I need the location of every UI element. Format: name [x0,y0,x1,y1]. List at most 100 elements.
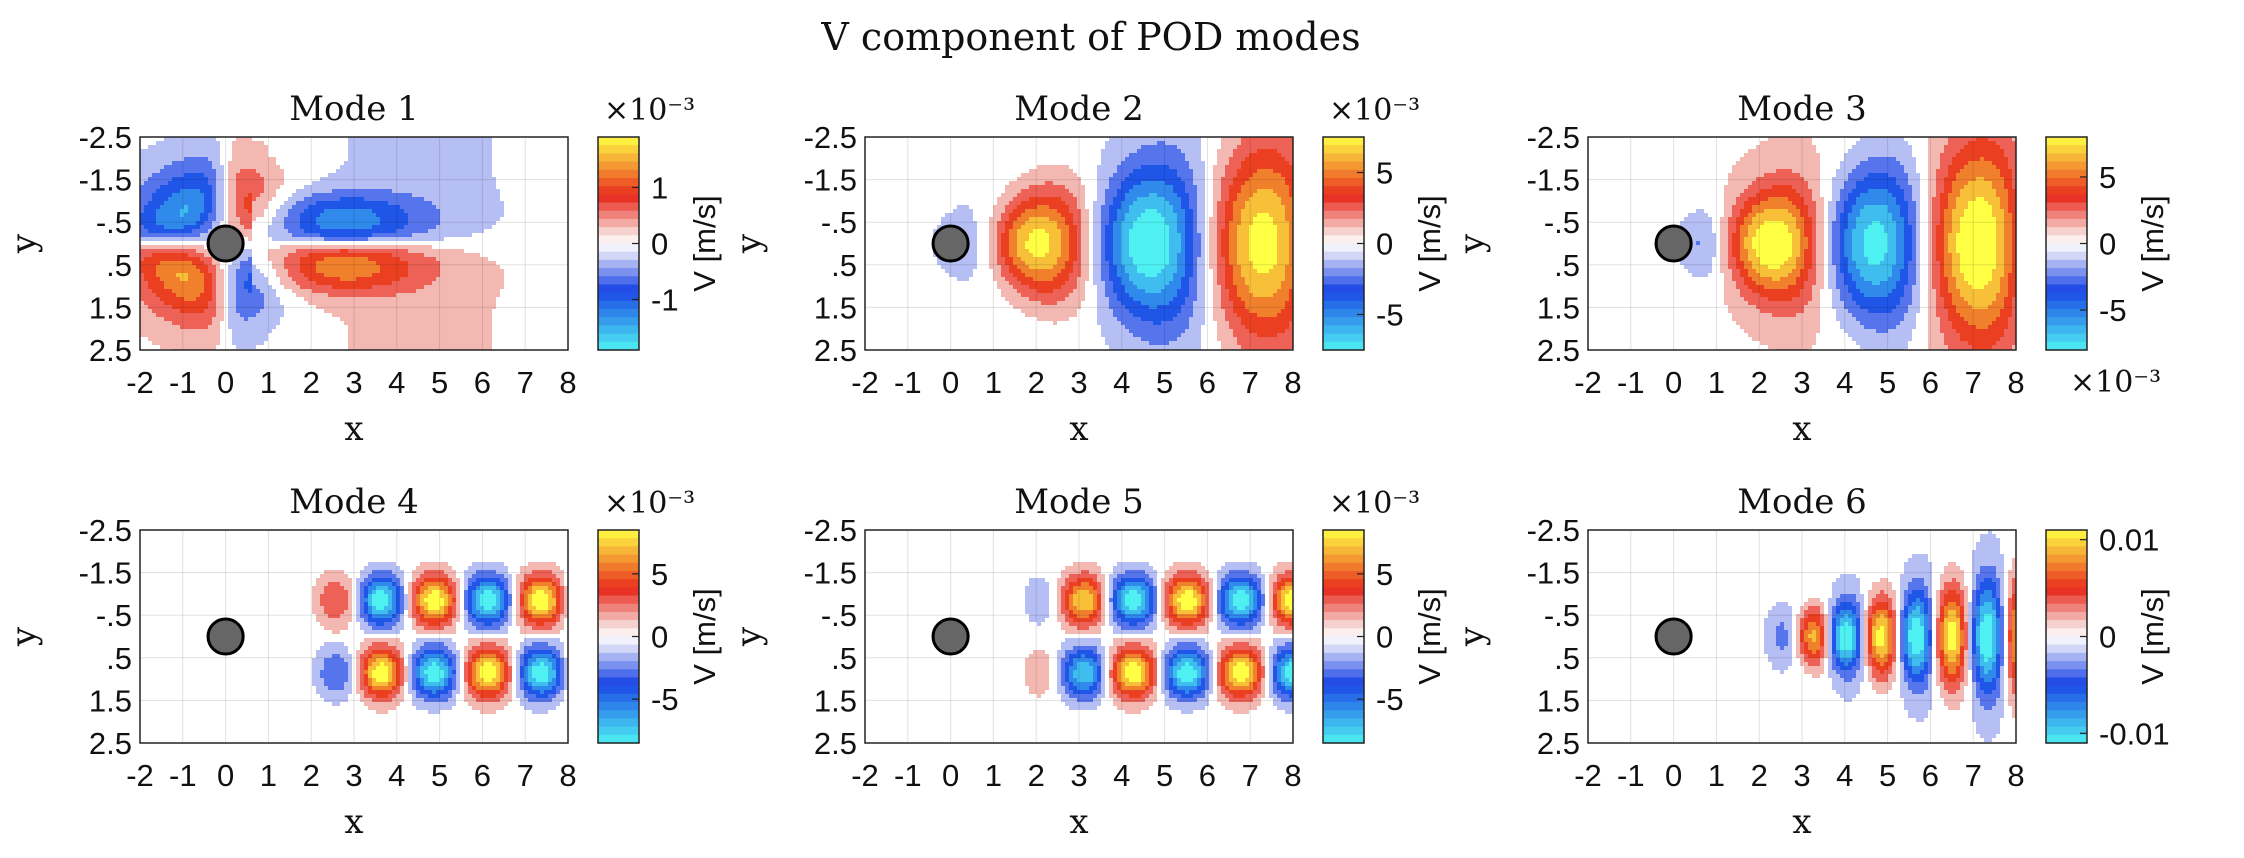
mode-3-ytick-label: 1.5 [1537,290,1580,325]
mode-2-xtick-label: 7 [1242,365,1259,400]
mode-2-xtick-label: 5 [1156,365,1173,400]
mode-4-colorbar-label: V [m/s] [687,588,722,684]
mode-3-xtick-label: -1 [1617,365,1645,400]
mode-4-ylabel: y [4,626,44,647]
mode-5-ylabel: y [729,626,769,647]
mode-1-colorbar-label: V [m/s] [687,195,722,291]
mode-3-ylabel: y [1452,233,1492,254]
mode-5-colorbar-tick-label: 5 [1376,557,1393,592]
mode-2-colorbar-tick-label: -5 [1376,298,1404,333]
mode-1-ytick-label: .5 [106,248,132,283]
mode-3-xtick-label: -2 [1574,365,1602,400]
mode-6-ytick-label: .5 [1554,641,1580,676]
mode-3-xtick-label: 1 [1708,365,1725,400]
mode-1-xtick-label: 3 [345,365,362,400]
mode-5-ytick-label: .5 [831,641,857,676]
mode-3-xtick-label: 4 [1836,365,1853,400]
mode-4-xtick-label: 4 [388,758,405,793]
mode-4-xtick-label: 3 [345,758,362,793]
mode-1-colorbar-tick-label: -1 [651,283,679,318]
mode-6-xtick-label: 5 [1879,758,1896,793]
mode-2-xtick-label: 2 [1028,365,1045,400]
mode-6-ytick-label: -2.5 [1527,513,1580,548]
mode-1-xtick-label: 4 [388,365,405,400]
mode-1-xlabel: x [344,409,363,449]
mode-3-colorbar-tick-label: -5 [2099,293,2127,328]
mode-3-ytick-label: 2.5 [1537,333,1580,368]
mode-1-colorbar-tick-label: 1 [651,170,668,205]
mode-4-ytick-label: -1.5 [79,556,132,591]
mode-5-colorbar-exponent: ×10⁻³ [1329,486,1420,521]
mode-2-contour-field [865,137,1293,350]
mode-1-axes-box [139,136,569,351]
mode-3-colorbar-exponent-below: ×10⁻³ [2070,365,2161,400]
mode-3-xtick-label: 6 [1922,365,1939,400]
mode-6-ytick-label: -.5 [1544,598,1580,633]
mode-2-colorbar-tick-label: 5 [1376,156,1393,191]
mode-1-xtick-label: 0 [217,365,234,400]
mode-5-colorbar: 5 0 -5V [m/s] ×10⁻³ [1322,486,1447,744]
mode-2-xlabel: x [1069,409,1088,449]
mode-1-xtick-label: 1 [260,365,277,400]
mode-4-ytick-label: 1.5 [89,683,132,718]
mode-6-xtick-label: -1 [1617,758,1645,793]
mode-5-xtick-label: 8 [1284,758,1301,793]
mode-3-colorbar: 5 0 -5V [m/s] [2045,136,2170,351]
mode-6-xtick-label: 7 [1965,758,1982,793]
mode-1-contour-field [140,137,568,350]
mode-2-xtick-label: -1 [894,365,922,400]
mode-5-xtick-label: 7 [1242,758,1259,793]
mode-4-axes-box [139,529,569,744]
mode-6-title: Mode 6 [1737,482,1867,522]
mode-2-colorbar: 5 0 -5V [m/s] ×10⁻³ [1322,93,1447,351]
mode-5-title: Mode 5 [1014,482,1144,522]
mode-1-ylabel: y [4,233,44,254]
mode-1-title: Mode 1 [289,89,419,129]
mode-6-axes-box [1587,529,2017,744]
mode-2-title: Mode 2 [1014,89,1144,129]
mode-2-xtick-label: -2 [851,365,879,400]
mode-1-ytick-label: 1.5 [89,290,132,325]
figure-title: V component of POD modes [820,15,1360,59]
mode-5-ytick-label: 2.5 [814,726,857,761]
mode-6-colorbar-label: V [m/s] [2135,588,2170,684]
mode-4-xtick-label: 6 [474,758,491,793]
mode-5-ytick-label: -.5 [821,598,857,633]
mode-2-axes-box [864,136,1294,351]
mode-2-xtick-label: 1 [985,365,1002,400]
mode-5-xlabel: x [1069,802,1088,842]
mode-4-xlabel: x [344,802,363,842]
mode-1-xtick-label: 7 [517,365,534,400]
mode-1-xtick-label: -2 [126,365,154,400]
mode-4-colorbar-exponent: ×10⁻³ [604,486,695,521]
mode-3-colorbar-tick-label: 5 [2099,160,2116,195]
mode-2-cylinder [931,224,970,263]
mode-5-xtick-label: 2 [1028,758,1045,793]
mode-3-axes-box [1587,136,2017,351]
mode-3-ytick-label: -1.5 [1527,163,1580,198]
mode-1-colorbar: 1 0 -1V [m/s] ×10⁻³ [597,93,722,351]
mode-3-ytick-label: -2.5 [1527,120,1580,155]
mode-3-xlabel: x [1792,409,1811,449]
mode-6-ytick-label: 1.5 [1537,683,1580,718]
mode-4-xtick-label: 2 [303,758,320,793]
mode-2-ytick-label: -2.5 [804,120,857,155]
mode-5-colorbar-tick-label: -5 [1376,682,1404,717]
mode-6-colorbar-tick-label: -0.01 [2099,716,2170,751]
mode-5-colorbar-label: V [m/s] [1412,588,1447,684]
mode-4-cylinder [206,617,245,656]
mode-2-ytick-label: 2.5 [814,333,857,368]
mode-6-contour-field [1588,530,2016,743]
mode-5-xtick-label: -1 [894,758,922,793]
mode-1-ytick-label: -1.5 [79,163,132,198]
mode-3-xtick-label: 3 [1793,365,1810,400]
mode-4-xtick-label: -1 [169,758,197,793]
